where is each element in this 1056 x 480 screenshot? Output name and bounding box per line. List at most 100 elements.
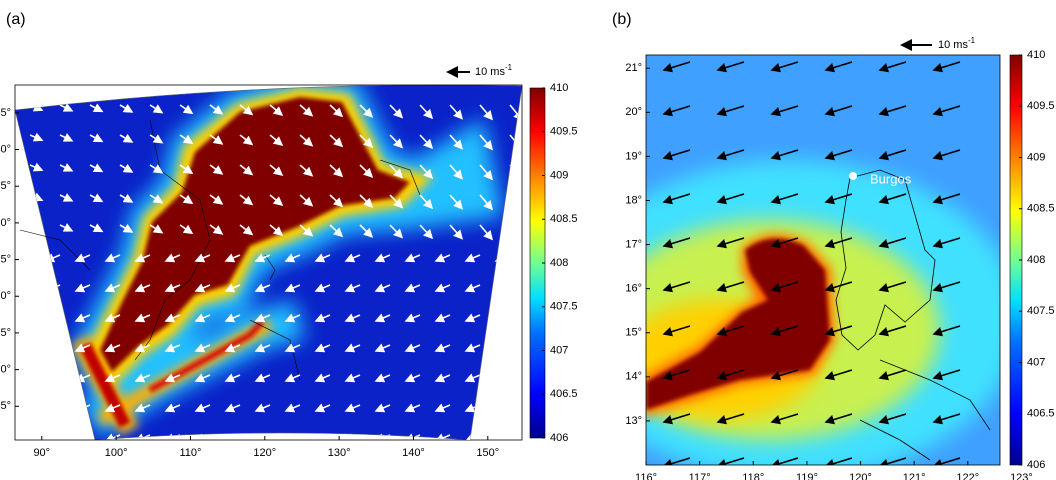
wind-arrow <box>434 343 451 353</box>
wind-arrow <box>932 193 961 205</box>
y-tick-label: 45° <box>0 107 11 119</box>
wind-arrow <box>770 105 799 117</box>
wind-arrow <box>770 281 799 293</box>
wind-arrow <box>179 104 194 115</box>
wind-arrow <box>824 413 853 425</box>
wind-arrow <box>15 283 31 293</box>
wind-arrow <box>44 313 61 323</box>
wind-arrow <box>284 283 301 293</box>
wind-arrow <box>878 413 907 425</box>
wind-arrow <box>716 325 745 337</box>
wind-arrows-b <box>662 61 961 465</box>
wind-arrow <box>770 193 799 205</box>
y-tick-label: 16° <box>625 283 642 295</box>
wind-arrow <box>314 373 331 383</box>
frame-b <box>645 54 1001 466</box>
colorbar-label: 409.5 <box>550 126 578 138</box>
x-tick-label: 110° <box>179 447 201 459</box>
frame-a <box>14 84 523 441</box>
wind-arrow <box>134 253 151 263</box>
wind-arrow <box>419 194 434 210</box>
wind-arrow <box>194 283 211 293</box>
panel-label: (a) <box>6 11 26 28</box>
x-tick-label: 119° <box>796 472 818 480</box>
wind-arrow <box>509 224 522 242</box>
wind-arrow <box>878 61 907 73</box>
wind-arrow <box>119 133 134 143</box>
wind-arrow <box>209 194 224 205</box>
y-tick-label: 13° <box>625 415 642 427</box>
wind-arrow <box>179 164 194 175</box>
wind-arrow <box>716 193 745 205</box>
field-b <box>646 55 1000 465</box>
wind-arrow <box>434 373 451 383</box>
x-tick-label: 118° <box>742 472 764 480</box>
wind-arrow <box>464 343 481 353</box>
wind-arrow <box>932 105 961 117</box>
wind-arrow <box>44 343 61 353</box>
wind-arrow <box>329 134 344 148</box>
colorbar-label: 406.5 <box>1027 408 1055 420</box>
colorbar-label: 407 <box>550 344 568 356</box>
wind-arrow <box>479 164 494 181</box>
wind-arrow <box>149 224 164 234</box>
wind-arrow <box>770 61 799 73</box>
wind-arrow <box>878 281 907 293</box>
wind-arrow <box>89 103 104 113</box>
wind-arrow <box>374 373 391 383</box>
wind-arrow <box>494 373 511 383</box>
wind-arrow <box>299 104 314 117</box>
wind-arrow <box>314 283 331 293</box>
y-tick-label: 20° <box>0 290 11 302</box>
y-tick-label: 15° <box>0 327 11 339</box>
wind-arrow <box>119 193 134 203</box>
colorbar-label: 408 <box>550 257 568 269</box>
wind-arrow <box>404 373 421 383</box>
colorbar-label: 410 <box>550 82 568 94</box>
scale-label: 10 ms-1 <box>938 36 976 51</box>
wind-arrow <box>716 281 745 293</box>
wind-arrow <box>44 403 61 413</box>
wind-arrow <box>209 134 224 145</box>
wind-arrow <box>239 104 254 116</box>
wind-arrow <box>284 373 301 383</box>
wind-arrow <box>74 253 91 263</box>
wind-arrow <box>239 134 254 146</box>
scale-sup: -1 <box>968 36 976 45</box>
wind-arrow <box>449 104 464 120</box>
wind-arrow <box>314 343 331 353</box>
wind-arrow <box>824 281 853 293</box>
wind-arrow <box>434 253 451 263</box>
wind-arrow <box>164 373 181 383</box>
wind-arrow <box>359 224 374 238</box>
colorbar-label: 407 <box>1027 356 1045 368</box>
wind-arrow <box>932 149 961 161</box>
y-tick-label: 19° <box>625 150 642 162</box>
annotation: Burgos <box>870 171 912 186</box>
colorbar-label: 409.5 <box>1027 100 1055 112</box>
wind-arrow <box>932 61 961 73</box>
wind-arrow <box>15 313 31 323</box>
wind-arrow <box>74 283 91 293</box>
wind-arrow <box>104 283 121 293</box>
wind-arrow <box>164 403 181 413</box>
wind-arrow <box>224 343 241 353</box>
wind-arrow <box>359 104 374 118</box>
colorbar-label: 408.5 <box>550 213 578 225</box>
wind-arrow <box>329 164 344 178</box>
wind-arrow <box>878 149 907 161</box>
wind-arrow <box>716 149 745 161</box>
wind-arrow <box>770 149 799 161</box>
wind-arrow <box>179 194 194 205</box>
wind-arrow <box>314 313 331 323</box>
wind-arrow <box>89 163 104 173</box>
wind-arrow <box>224 373 241 383</box>
wind-arrow <box>389 224 404 239</box>
wind-arrow <box>824 193 853 205</box>
wind-arrow <box>89 133 104 143</box>
wind-arrow <box>716 61 745 73</box>
scale-sup: -1 <box>505 63 513 72</box>
x-tick-label: 150° <box>476 447 499 459</box>
wind-arrow <box>404 283 421 293</box>
wind-arrow <box>254 403 271 413</box>
